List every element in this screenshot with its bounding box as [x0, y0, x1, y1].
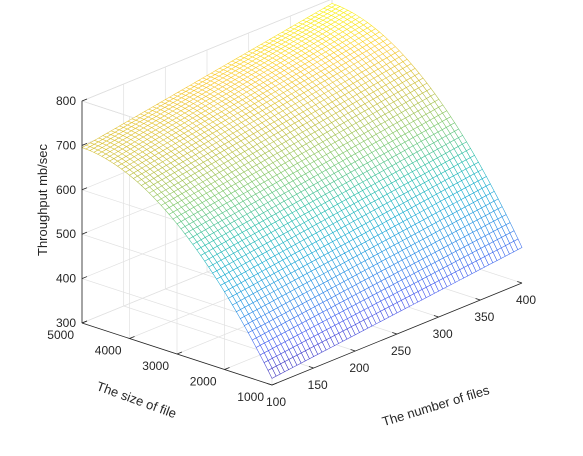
y-tick: [129, 336, 135, 339]
z-tick-label: 500: [56, 227, 76, 241]
tick-labels: 100 150 200 250 300 350 400 1000 2000 3000 4000 500…: [47, 94, 536, 409]
x-tick-label: 300: [433, 327, 453, 341]
x-tick: [267, 383, 273, 386]
z-tick: [81, 98, 88, 102]
x-tick-label: 150: [308, 378, 328, 392]
z-tick: [81, 142, 88, 146]
z-tick-label: 300: [56, 316, 76, 330]
z-tick: [81, 231, 88, 235]
y-tick-label: 2000: [190, 375, 217, 389]
y-tick-label: 4000: [95, 344, 122, 358]
x-tick-label: 200: [349, 361, 369, 375]
z-tick: [81, 276, 88, 279]
tick-marks: [81, 98, 523, 386]
z-tick: [81, 187, 88, 191]
y-tick-label: 5000: [47, 328, 74, 342]
x-tick: [392, 332, 398, 335]
z-axis-label: Throughput mb/sec: [35, 144, 50, 257]
x-tick-label: 100: [266, 395, 286, 409]
x-tick-label: 250: [391, 344, 411, 358]
x-tick: [308, 366, 314, 369]
surface-mesh: [81, 3, 523, 379]
x-tick-label: 400: [516, 293, 536, 307]
x-tick: [517, 281, 523, 284]
y-tick: [271, 382, 278, 386]
y-tick: [176, 351, 183, 355]
x-tick: [475, 298, 481, 301]
x-axis-label: The number of files: [380, 382, 491, 429]
x-tick: [350, 349, 356, 352]
x-tick: [433, 315, 439, 318]
surface-cell: [513, 238, 523, 251]
z-tick-label: 600: [56, 183, 76, 197]
y-axis-label: The size of file: [95, 378, 179, 421]
y-tick: [224, 367, 230, 370]
x-tick-label: 350: [474, 310, 494, 324]
z-tick-label: 700: [56, 138, 76, 152]
z-tick-label: 800: [56, 94, 76, 108]
y-tick-label: 1000: [237, 390, 264, 404]
y-tick-label: 3000: [142, 359, 169, 373]
z-tick-label: 400: [56, 272, 76, 286]
z-tick: [81, 320, 88, 324]
